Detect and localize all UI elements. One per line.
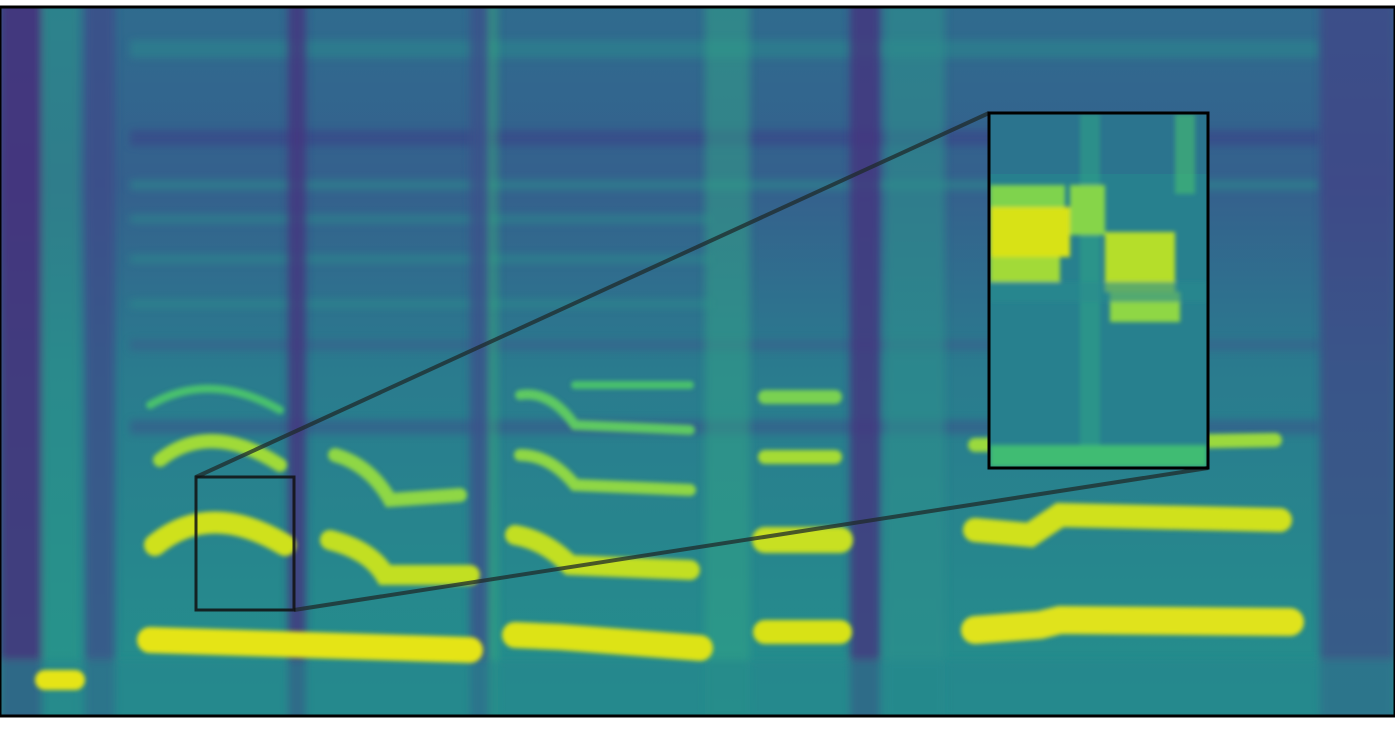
connector-line (195, 111, 990, 479)
zoom-source-box (194, 475, 296, 612)
connector-line (293, 466, 1209, 612)
frame-border (0, 5, 1395, 718)
zoom-inset (990, 114, 1207, 467)
zoom-inset-box (987, 111, 1210, 470)
zoom-annotations (194, 111, 1210, 612)
